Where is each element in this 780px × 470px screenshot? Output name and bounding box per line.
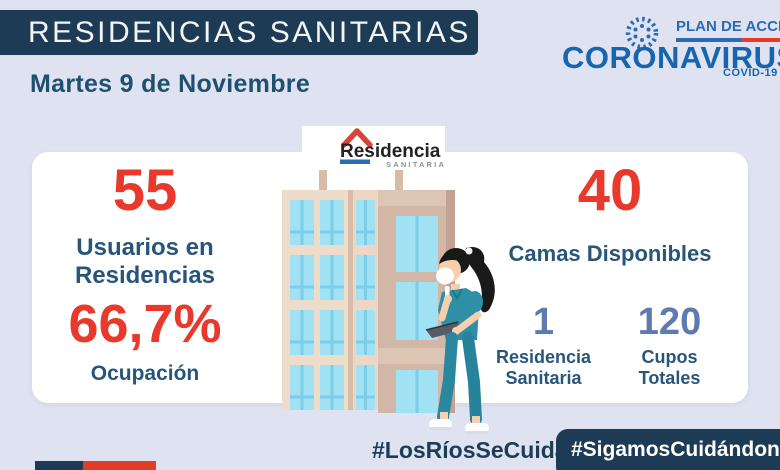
- covid19-label: COVID-19: [723, 67, 778, 79]
- hashtag-sigamos-label: #SigamosCuidándonos: [571, 438, 780, 461]
- hashtag-los-rios: #LosRíosSeCuida: [372, 437, 568, 463]
- roof-icon: [341, 128, 373, 148]
- beds-available-label: Camas Disponibles: [508, 241, 712, 266]
- building-windows-left: [290, 200, 344, 410]
- total-capacity-label: Cupos Totales: [638, 347, 701, 388]
- sign-blue-bar: [340, 159, 370, 164]
- gov-flag-bar: [35, 461, 156, 470]
- gov-flag-red: [83, 461, 156, 470]
- beds-available-value: 40: [577, 158, 643, 223]
- building-windows-middle: [356, 200, 375, 410]
- nurse-illustration: [425, 246, 495, 434]
- hashtag-sigamos-box: #SigamosCuidándonos: [556, 429, 780, 470]
- building-illustration: Residencia SANITARIA: [282, 126, 495, 434]
- sign-posts: [319, 164, 403, 192]
- sign-title: Residencia: [340, 141, 441, 162]
- users-value: 55: [112, 158, 178, 223]
- users-label: Usuarios en Residencias: [74, 234, 216, 289]
- building-windows-right: [378, 216, 446, 413]
- page-title: RESIDENCIAS SANITARIAS: [28, 15, 471, 49]
- gov-flag-blue: [35, 461, 83, 470]
- residences-count-value: 1: [532, 301, 555, 343]
- title-banner: RESIDENCIAS SANITARIAS: [0, 10, 478, 55]
- chile-flag-underline: [676, 38, 780, 42]
- total-capacity-value: 120: [637, 301, 702, 343]
- residences-count-label: Residencia Sanitaria: [495, 347, 592, 388]
- occupancy-value: 66,7%: [68, 294, 222, 354]
- plan-de-accion-label: PLAN DE ACCIÓN: [676, 18, 780, 35]
- building: [282, 190, 455, 413]
- date-label: Martes 9 de Noviembre: [30, 70, 311, 98]
- residencia-sign: Residencia SANITARIA: [302, 126, 446, 170]
- virus-icon: [625, 16, 659, 50]
- sign-subtitle: SANITARIA: [386, 160, 446, 169]
- coronavirus-logo-text: CORONAVIRUS: [562, 40, 780, 75]
- occupancy-label: Ocupación: [90, 362, 200, 385]
